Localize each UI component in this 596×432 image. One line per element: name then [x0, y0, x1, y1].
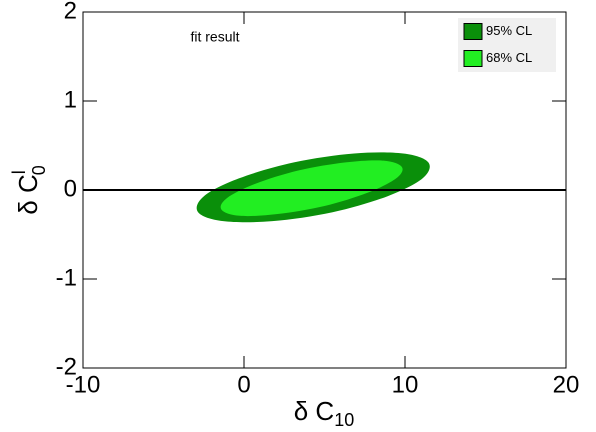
x-label-main: δ C: [294, 396, 334, 426]
annotation: fit result: [190, 29, 239, 45]
legend: 95% CL 68% CL: [458, 18, 556, 72]
legend-swatch: [463, 23, 483, 40]
legend-swatch: [463, 50, 483, 67]
y-label-sub: 0: [29, 165, 49, 175]
y-tick-label: 2: [64, 0, 77, 24]
y-tick-label: 1: [64, 86, 77, 113]
legend-label: 68% CL: [486, 50, 532, 65]
y-tick-label: -1: [56, 264, 77, 291]
contour-region: [220, 160, 403, 217]
x-tick-label: 0: [237, 371, 250, 398]
legend-label: 95% CL: [486, 23, 532, 38]
x-label-sub: 10: [334, 410, 354, 430]
y-tick-label: 0: [64, 175, 77, 202]
y-label-sup: l: [9, 170, 29, 174]
y-axis-label: δ Cl0: [9, 165, 49, 215]
x-tick-label: 20: [553, 371, 580, 398]
y-label-main: δ C: [13, 174, 43, 214]
x-axis-label: δ C10: [294, 396, 355, 430]
x-tick-label: 10: [392, 371, 419, 398]
y-tick-label: -2: [56, 353, 77, 380]
plot-area: [83, 152, 566, 223]
x-tick-label: -10: [66, 371, 101, 398]
